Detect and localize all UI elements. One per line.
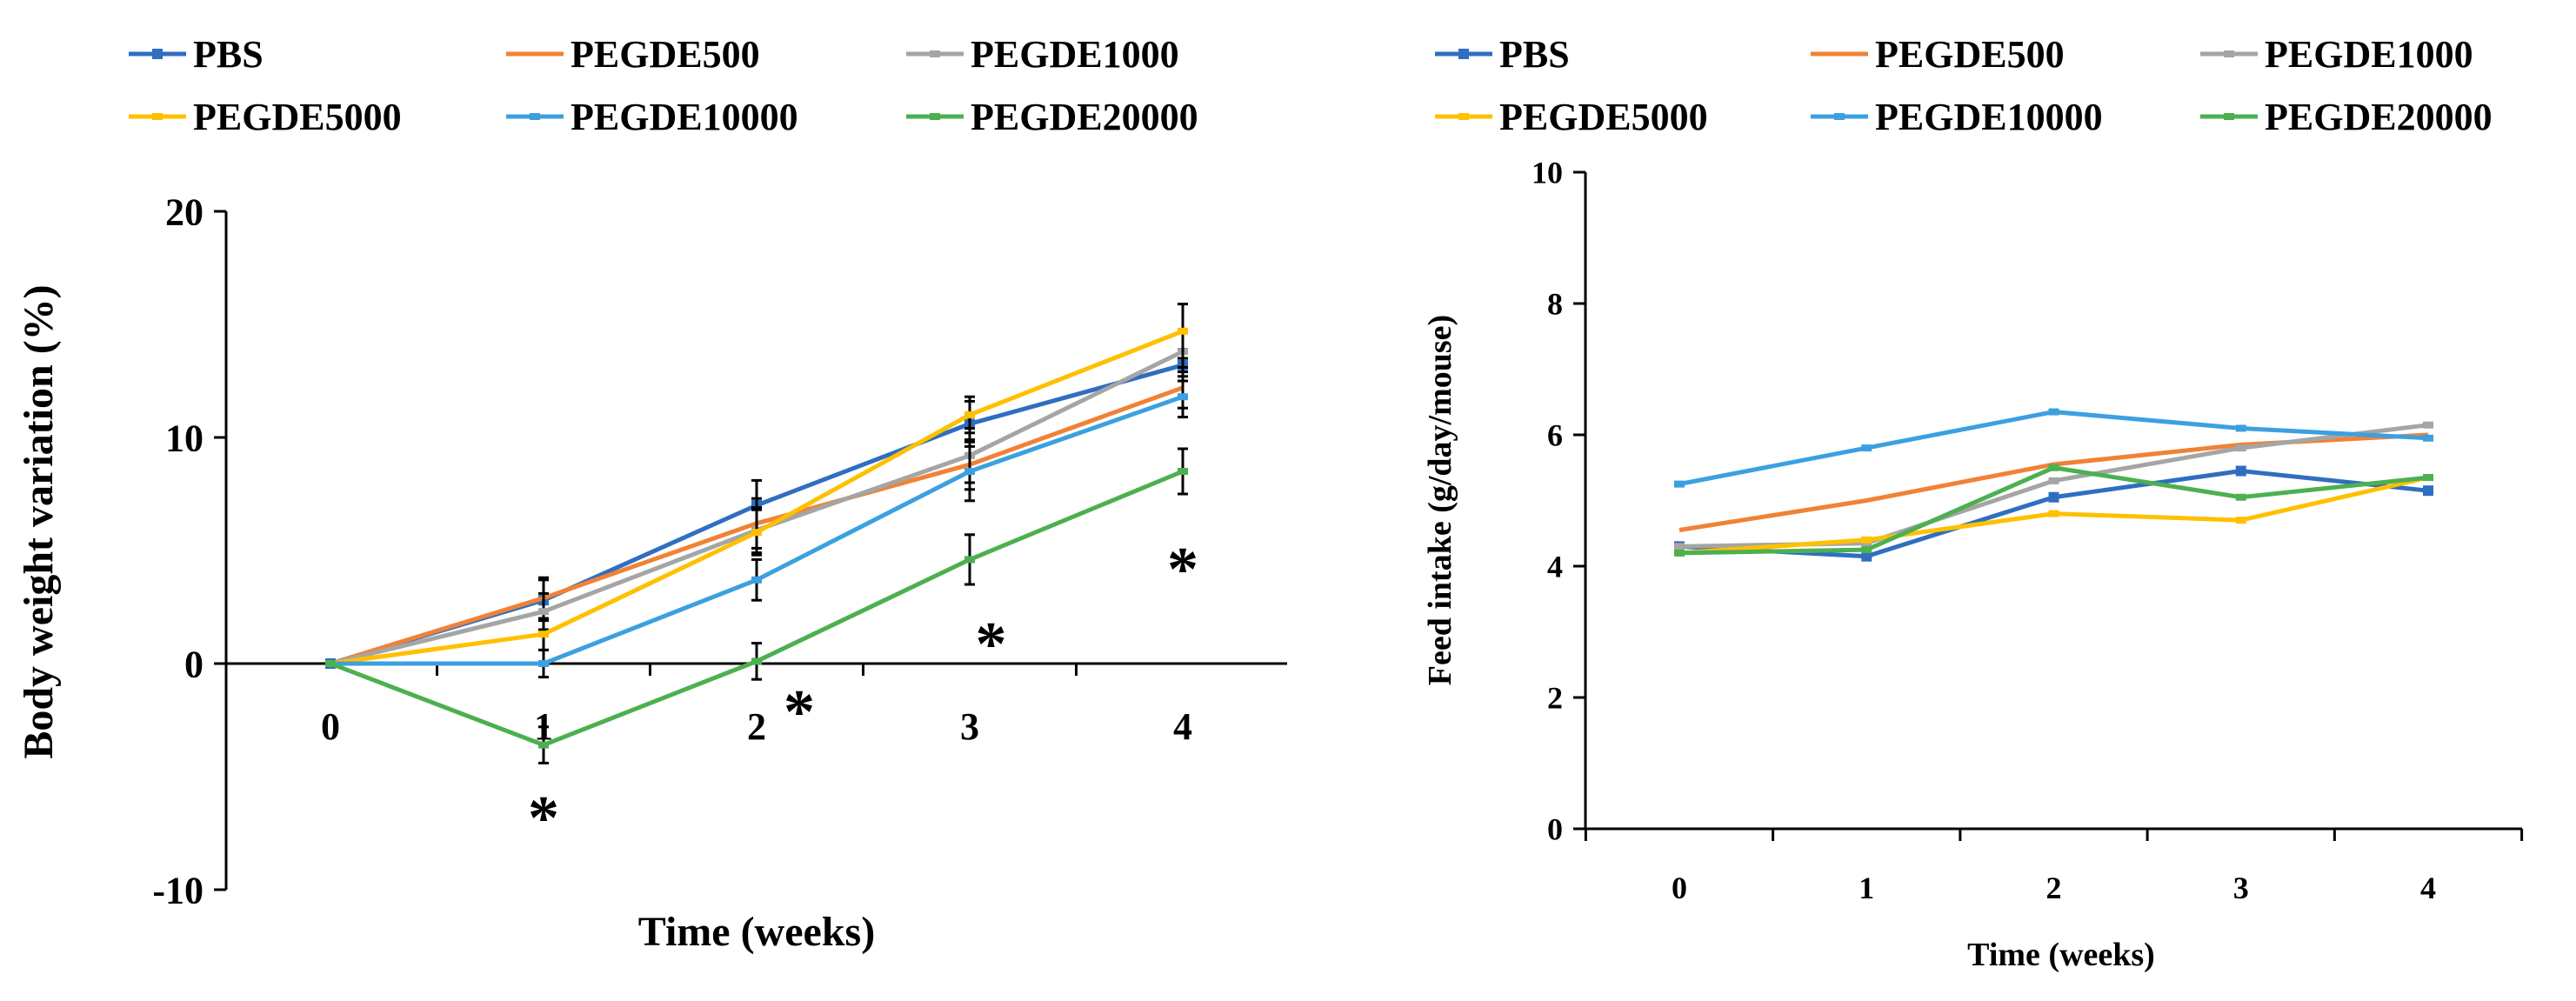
significance-marker: * xyxy=(528,784,559,853)
legend-label-pegde500: PEGDE500 xyxy=(1875,33,2065,76)
legend-label-pegde10000: PEGDE10000 xyxy=(1875,96,2103,138)
x-tick-label: 0 xyxy=(321,705,340,748)
data-point-pbs xyxy=(2235,465,2246,477)
significance-marker: * xyxy=(1167,535,1198,604)
legend-item-pegde20000: PEGDE20000 xyxy=(2200,96,2493,138)
legend-label-pbs: PBS xyxy=(1499,33,1570,76)
x-tick-label: 2 xyxy=(2046,871,2062,905)
y-tick-label: 8 xyxy=(1547,287,1563,322)
legend-label-pbs: PBS xyxy=(193,33,264,76)
series-pegde10000 xyxy=(1674,408,2433,488)
legend-item-pegde10000: PEGDE10000 xyxy=(1811,96,2103,138)
legend-item-pegde1000: PEGDE1000 xyxy=(906,33,1179,76)
legend-item-pegde500: PEGDE500 xyxy=(1811,33,2065,76)
y-tick-label: -10 xyxy=(152,869,204,911)
y-tick-label: 4 xyxy=(1547,550,1563,584)
y-tick-label: 2 xyxy=(1547,681,1563,716)
legend-label-pegde5000: PEGDE5000 xyxy=(193,96,402,138)
y-tick-label: 10 xyxy=(1532,156,1563,190)
feed-intake-chart: PBS PEGDE500 PEGDE1000 PEGDE5000 PEGDE10000 P… xyxy=(1422,33,2524,973)
x-axis-title: Time (weeks) xyxy=(1967,937,2155,973)
data-point-pbs xyxy=(2423,485,2433,497)
y-tick-label: 20 xyxy=(165,190,204,233)
x-tick-label: 3 xyxy=(2233,871,2249,905)
y-tick-label: 0 xyxy=(184,643,204,685)
x-tick-label: 0 xyxy=(1672,871,1687,905)
y-tick-label: 6 xyxy=(1547,418,1563,453)
legend-label-pegde1000: PEGDE1000 xyxy=(971,33,1179,76)
x-tick-label: 2 xyxy=(747,705,766,748)
x-tick-label: 3 xyxy=(960,705,979,748)
legend-label-pegde20000: PEGDE20000 xyxy=(2265,96,2493,138)
data-point-pbs xyxy=(1861,551,1872,562)
series-pegde5000 xyxy=(325,303,1188,667)
legend-item-pbs: PBS xyxy=(129,33,264,76)
legend-label-pegde5000: PEGDE5000 xyxy=(1499,96,1708,138)
series-line-pegde10000 xyxy=(1678,410,2429,487)
x-tick-label: 4 xyxy=(1173,705,1192,748)
legend-label-pegde20000: PEGDE20000 xyxy=(971,96,1198,138)
legend-item-pegde500: PEGDE500 xyxy=(506,33,760,76)
y-tick-label: 10 xyxy=(165,417,204,459)
legend-label-pegde10000: PEGDE10000 xyxy=(571,96,798,138)
legend-item-pegde10000: PEGDE10000 xyxy=(506,96,798,138)
legend-marker-pbs xyxy=(1458,49,1469,59)
series-line-pegde1000 xyxy=(1678,423,2429,549)
series-pegde20000 xyxy=(1674,464,2433,557)
legend-item-pegde1000: PEGDE1000 xyxy=(2200,33,2473,76)
legend: PBS PEGDE500 PEGDE1000 PEGDE5000 PEGDE10000 P… xyxy=(129,33,1198,138)
series-pegde1000 xyxy=(1674,421,2433,551)
legend-item-pegde5000: PEGDE5000 xyxy=(129,96,402,138)
series-pegde20000 xyxy=(325,447,1188,764)
legend-item-pbs: PBS xyxy=(1435,33,1570,76)
legend-label-pegde500: PEGDE500 xyxy=(571,33,760,76)
y-tick-label: 0 xyxy=(1547,812,1563,847)
body-weight-chart: PBS PEGDE500 PEGDE1000 PEGDE5000 PEGDE10000 P… xyxy=(16,33,1287,955)
x-axis-title: Time (weeks) xyxy=(638,909,875,955)
significance-marker: * xyxy=(976,609,1007,678)
legend-marker-pbs xyxy=(152,49,163,59)
legend-label-pegde1000: PEGDE1000 xyxy=(2265,33,2473,76)
legend-item-pegde20000: PEGDE20000 xyxy=(906,96,1198,138)
x-tick-label: 4 xyxy=(2420,871,2436,905)
y-axis-title: Feed intake (g/day/mouse) xyxy=(1422,315,1458,685)
significance-marker: * xyxy=(784,677,815,746)
legend: PBS PEGDE500 PEGDE1000 PEGDE5000 PEGDE10000 P… xyxy=(1435,33,2493,138)
y-axis-title: Body weight variation (%) xyxy=(16,284,62,758)
data-point-pbs xyxy=(2048,491,2059,503)
legend-item-pegde5000: PEGDE5000 xyxy=(1435,96,1708,138)
x-tick-label: 1 xyxy=(1859,871,1874,905)
